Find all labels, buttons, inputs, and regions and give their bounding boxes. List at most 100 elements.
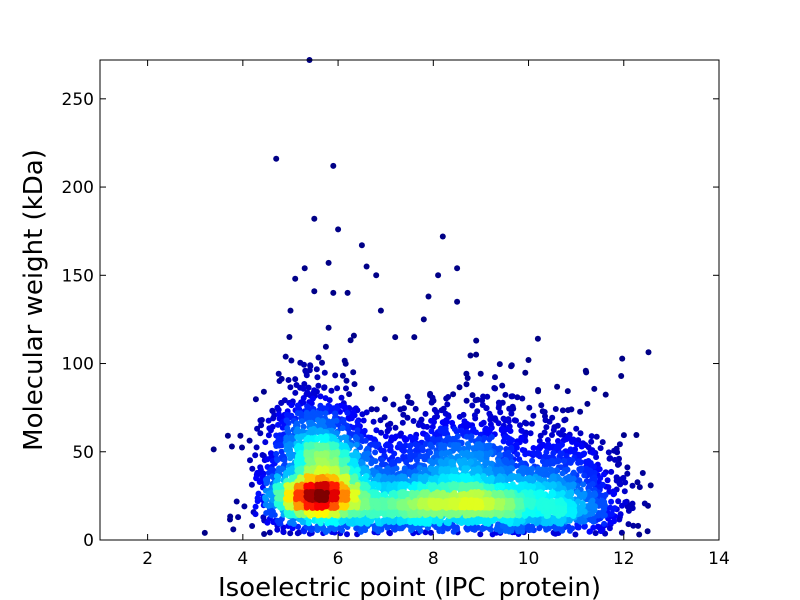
data-point <box>315 458 322 464</box>
data-point <box>252 503 259 510</box>
data-point <box>549 432 555 438</box>
data-point <box>253 475 260 482</box>
data-point <box>398 525 405 532</box>
data-point <box>589 501 596 508</box>
data-point <box>440 405 447 412</box>
data-point <box>270 415 277 422</box>
data-point <box>581 472 588 479</box>
data-point <box>201 529 208 536</box>
data-point <box>292 389 299 396</box>
data-point <box>279 424 286 431</box>
data-point <box>477 370 484 377</box>
data-point <box>568 406 575 413</box>
data-point <box>497 409 504 416</box>
data-point <box>497 490 504 497</box>
data-point <box>492 374 498 381</box>
data-point <box>305 457 312 464</box>
data-point <box>558 450 565 457</box>
data-point <box>639 470 646 476</box>
data-point <box>507 453 514 460</box>
data-point <box>518 427 525 434</box>
data-point <box>591 385 598 392</box>
data-point <box>381 491 388 498</box>
data-point <box>608 498 615 505</box>
data-point <box>474 443 481 450</box>
data-point <box>589 449 596 456</box>
data-point <box>585 458 592 464</box>
data-point <box>378 461 385 468</box>
data-point <box>287 384 294 391</box>
data-point <box>501 451 508 458</box>
data-point <box>552 518 559 525</box>
data-point <box>481 434 488 441</box>
data-point <box>647 482 654 489</box>
data-point <box>314 374 321 381</box>
data-point <box>499 382 506 389</box>
data-point <box>630 522 637 529</box>
data-point <box>454 433 461 440</box>
data-point <box>480 393 487 400</box>
data-point <box>498 484 505 491</box>
data-point <box>502 527 509 534</box>
data-point <box>469 392 476 399</box>
data-point <box>611 447 618 454</box>
data-point <box>586 467 593 474</box>
data-point <box>388 434 395 441</box>
data-point <box>261 531 268 537</box>
data-point <box>508 465 514 472</box>
data-point <box>483 450 490 457</box>
data-point <box>606 455 613 462</box>
data-point <box>538 402 545 409</box>
data-point <box>287 530 294 537</box>
data-point <box>382 396 388 403</box>
data-point <box>264 475 271 482</box>
data-point <box>408 400 415 406</box>
data-point <box>301 265 308 272</box>
data-point <box>343 385 349 392</box>
data-point <box>546 444 553 451</box>
data-point <box>349 458 356 464</box>
data-point <box>298 418 305 425</box>
data-point <box>286 441 293 447</box>
data-point <box>317 393 324 400</box>
data-point <box>530 412 537 419</box>
data-point <box>280 528 287 535</box>
data-point <box>350 409 357 416</box>
data-point <box>550 427 557 433</box>
data-point <box>347 337 354 344</box>
data-point <box>353 441 360 448</box>
data-point <box>339 425 346 432</box>
data-point <box>402 437 409 443</box>
data-point <box>439 475 445 482</box>
data-point <box>315 382 322 389</box>
data-point <box>266 529 273 536</box>
data-point <box>468 489 475 496</box>
data-point <box>559 407 566 414</box>
data-point <box>487 421 494 428</box>
data-point <box>334 449 341 456</box>
data-point <box>593 433 600 440</box>
data-point <box>645 349 652 356</box>
data-point <box>429 394 436 401</box>
data-point <box>489 531 496 538</box>
data-point <box>350 369 357 376</box>
data-point <box>262 501 269 508</box>
data-point <box>398 489 405 496</box>
data-point <box>380 448 387 454</box>
data-point <box>301 528 308 535</box>
data-point <box>477 531 484 538</box>
data-point <box>497 466 504 473</box>
data-point <box>275 474 282 480</box>
data-point <box>549 504 556 511</box>
data-point <box>427 529 434 536</box>
data-point <box>254 425 261 432</box>
data-point <box>505 426 511 432</box>
data-point <box>580 494 587 500</box>
data-point <box>386 529 393 536</box>
data-point <box>486 436 493 443</box>
data-point <box>518 436 524 443</box>
data-point <box>237 432 244 439</box>
data-point <box>377 417 384 424</box>
data-point <box>343 377 350 384</box>
data-point <box>333 466 340 473</box>
